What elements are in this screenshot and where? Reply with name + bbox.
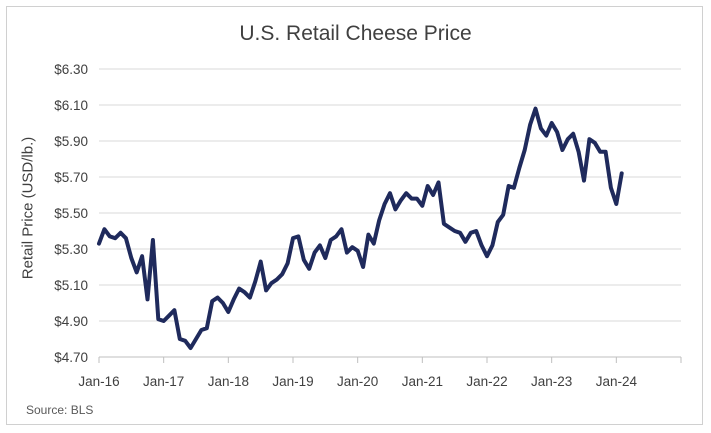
y-tick-label: $5.10 [54,278,88,293]
x-axis [98,356,682,363]
series-line [97,106,624,350]
x-tick-label: Jan-16 [78,374,119,389]
y-tick-label: $5.50 [54,206,88,221]
x-tick-label: Jan-21 [402,374,443,389]
chart-title: U.S. Retail Cheese Price [239,22,472,45]
x-tick-label: Jan-24 [596,374,638,389]
x-tick-label: Jan-19 [272,374,313,389]
y-tick-label: $4.90 [54,314,88,329]
x-tick-labels: Jan-16 Jan-17 Jan-18 Jan-19 Jan-20 Jan-21 Jan-… [78,374,637,389]
y-tick-label: $6.30 [54,62,88,77]
y-tick-label: $5.70 [54,170,88,185]
x-tick-label: Jan-17 [143,374,184,389]
source-note: Source: BLS [26,403,94,417]
chart-frame [6,6,703,425]
x-tick-label: Jan-22 [466,374,507,389]
y-tick-label: $4.70 [54,350,88,365]
x-tick-label: Jan-23 [531,374,572,389]
y-tick-label: $5.90 [54,134,88,149]
y-tick-labels: $4.70 $4.90 $5.10 $5.30 $5.50 $5.70 $5.90 $6.10… [54,62,88,365]
y-tick-label: $6.10 [54,98,88,113]
x-tick-label: Jan-18 [208,374,249,389]
x-tick-label: Jan-20 [337,374,378,389]
y-tick-label: $5.30 [54,242,88,257]
series-group [97,106,624,350]
